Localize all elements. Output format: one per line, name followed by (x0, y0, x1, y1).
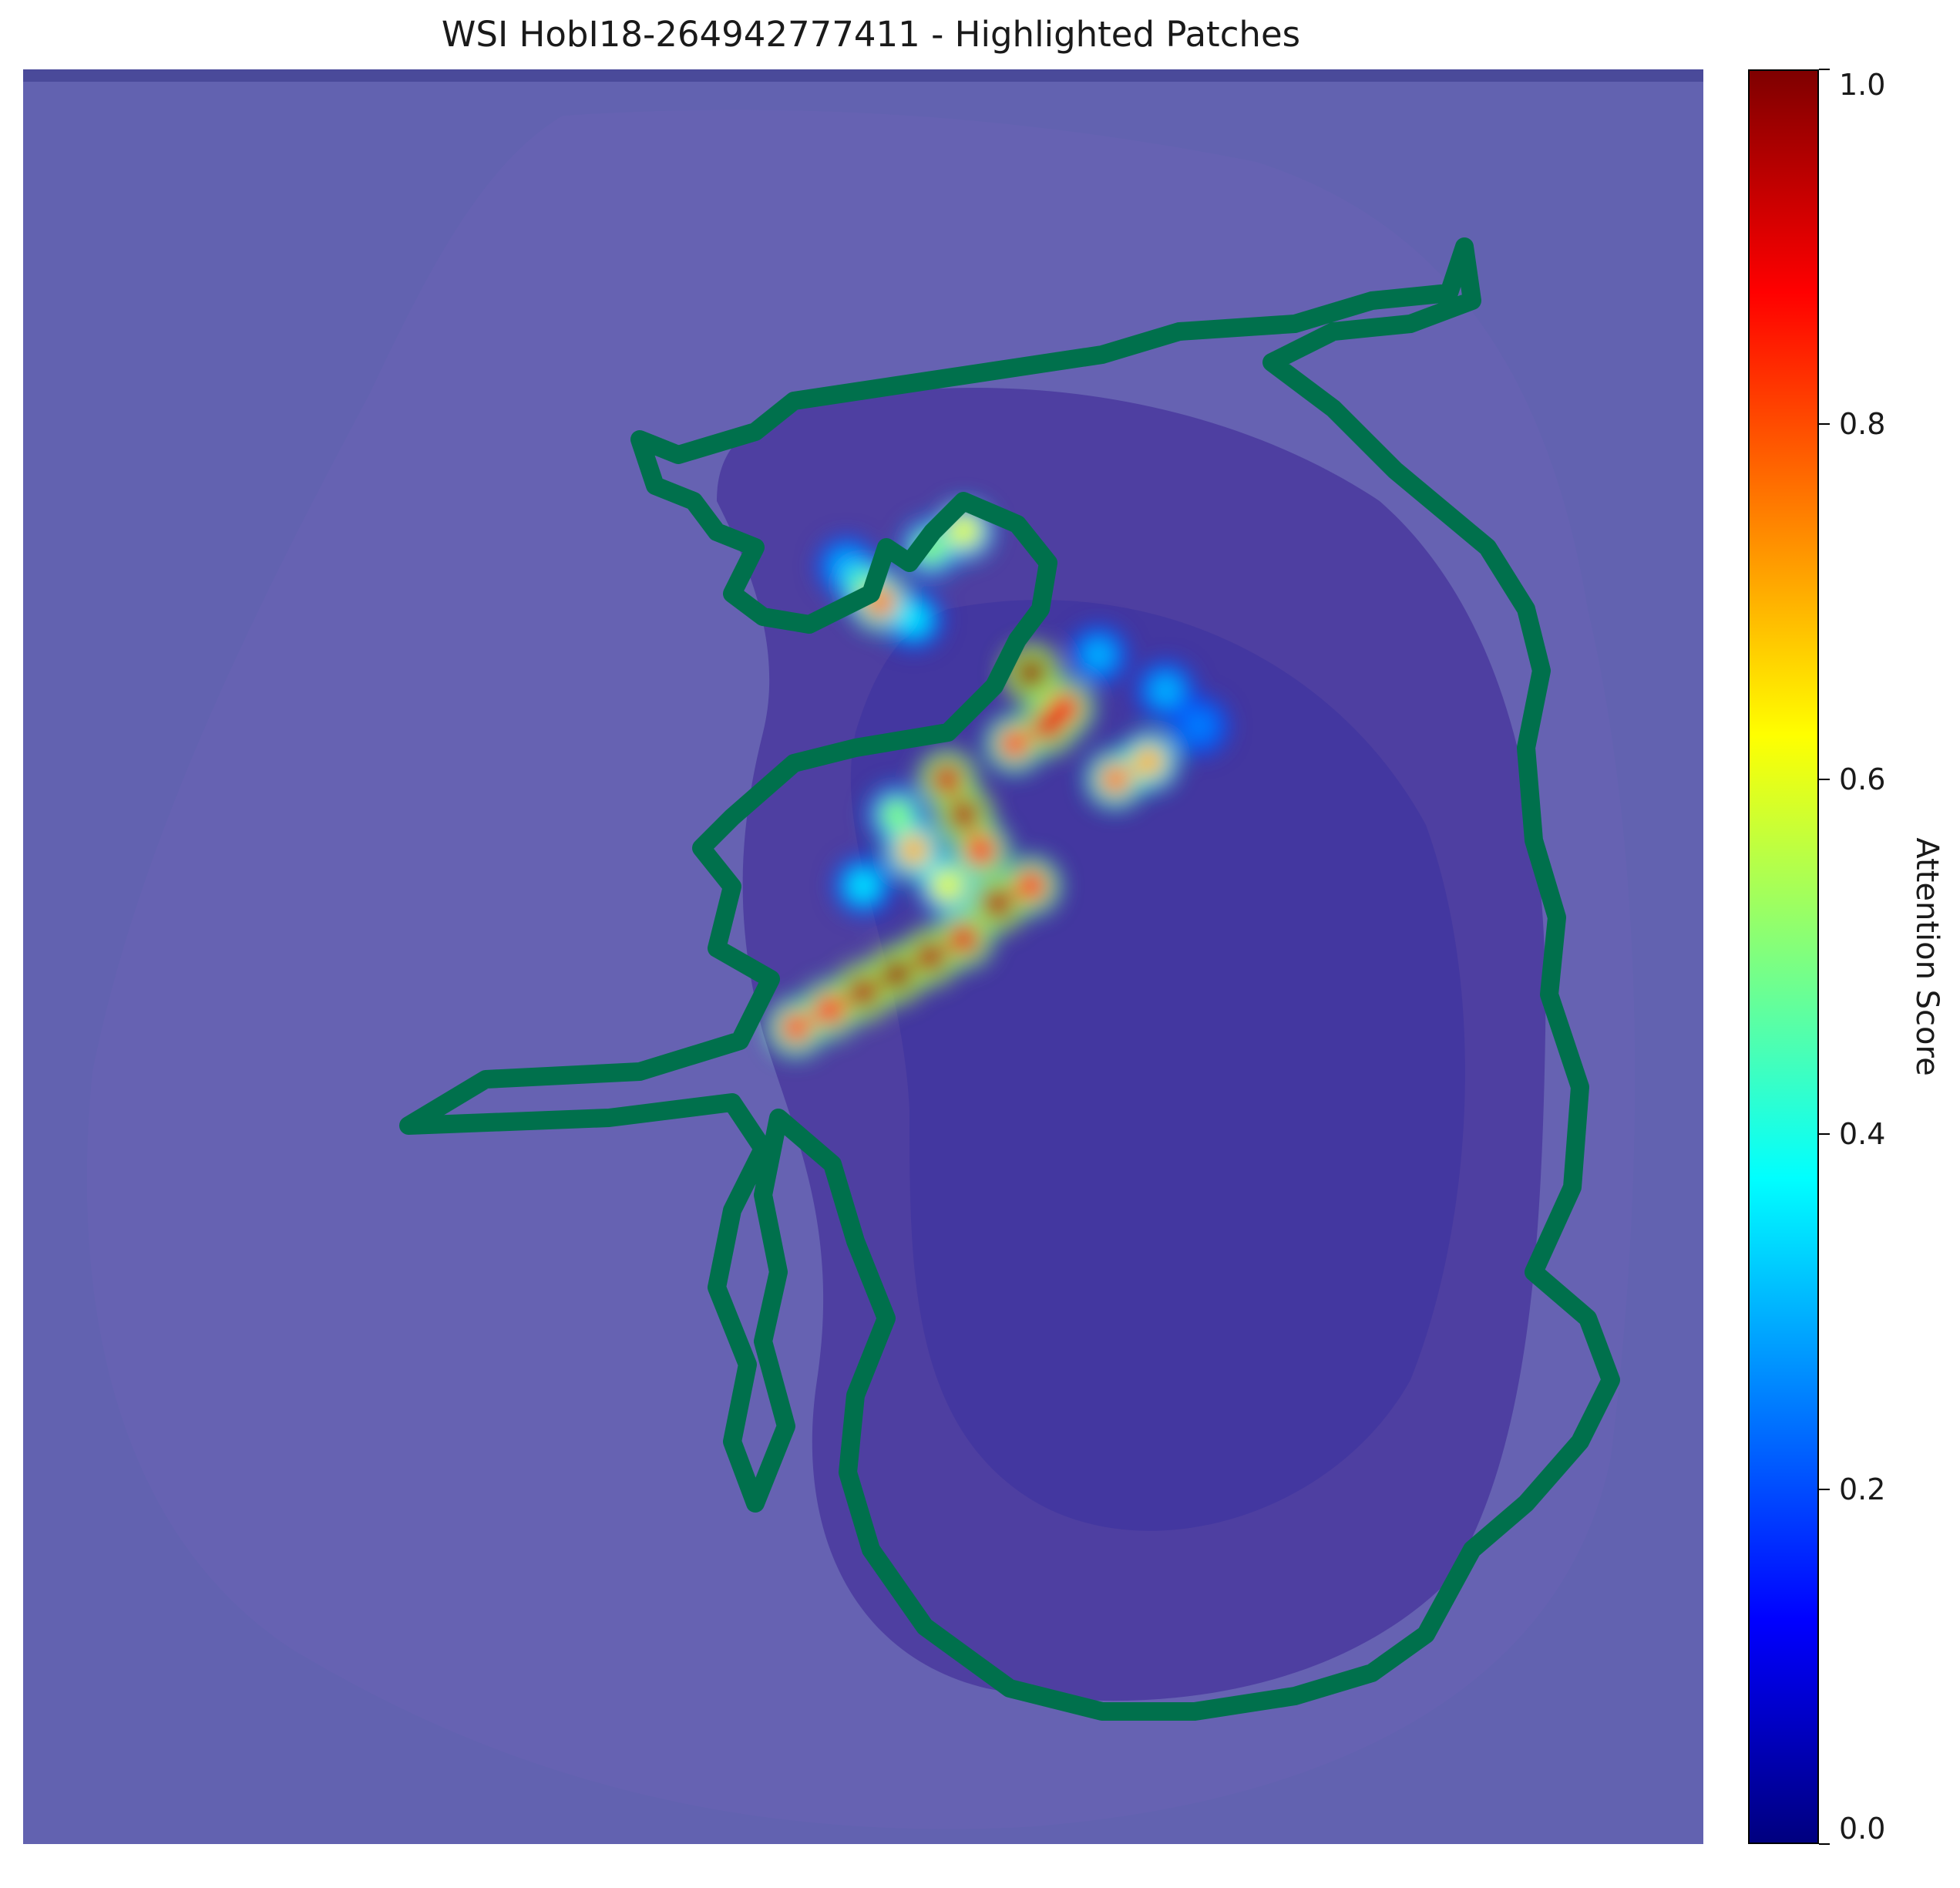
attention-hotspot (812, 993, 847, 1028)
attention-hotspot (946, 797, 981, 832)
attention-heat-layer (766, 501, 1229, 1058)
colorbar-label: Attention Score (1909, 837, 1945, 1076)
chart-title: WSI HobI18-264942777411 - Highlighted Pa… (441, 14, 1301, 55)
attention-hotspot (1131, 744, 1166, 779)
colorbar-tick-label: 0.8 (1839, 407, 1886, 442)
attention-hotspot (997, 726, 1032, 761)
attention-hotspot (1014, 868, 1048, 903)
colorbar-tick-mark (1819, 1843, 1830, 1845)
tumor-tissue-inner (850, 600, 1465, 1531)
annotation-outline (399, 237, 1620, 1721)
slide-top-edge (23, 69, 1703, 82)
attention-hotspot (1081, 638, 1116, 672)
colorbar-tick-mark (1819, 1133, 1830, 1136)
colorbar-tick-mark (1819, 778, 1830, 780)
attention-hotspot (930, 762, 964, 796)
colorbar-tick-label: 0.2 (1839, 1472, 1886, 1506)
attention-hotspot (963, 833, 998, 867)
colorbar: Attention Score 0.0 0.2 0.4 0.6 0.8 1.0 (1748, 68, 1948, 1846)
colorbar-tick-label: 1.0 (1839, 68, 1886, 102)
attention-hotspot (879, 797, 914, 832)
attention-hotspot (896, 602, 931, 637)
attention-hotspot (913, 940, 948, 974)
attention-hotspot (1098, 762, 1132, 796)
attention-hotspot (896, 833, 931, 867)
colorbar-tick-label: 0.4 (1839, 1117, 1886, 1152)
colorbar-tick-mark (1819, 423, 1830, 426)
attention-hotspot (1182, 708, 1216, 743)
colorbar-gradient (1748, 69, 1819, 1844)
attention-hotspot (1030, 708, 1065, 743)
colorbar-tick-mark (1819, 1488, 1830, 1490)
slide-image (23, 69, 1703, 1844)
colorbar-tick-label: 0.0 (1839, 1812, 1886, 1846)
attention-hotspot (879, 957, 914, 992)
attention-hotspot (846, 868, 880, 903)
attention-hotspot (946, 513, 981, 548)
heatmap-plot (23, 69, 1703, 1844)
attention-hotspot (946, 921, 981, 956)
colorbar-tick-mark (1819, 69, 1830, 70)
attention-hotspot (778, 1011, 813, 1045)
attention-hotspot (846, 975, 880, 1010)
attention-hotspot (1148, 673, 1183, 708)
attention-hotspot (930, 868, 964, 903)
colorbar-tick-label: 0.6 (1839, 762, 1886, 796)
attention-hotspot (980, 886, 1015, 920)
attention-hotspot (1014, 655, 1048, 690)
